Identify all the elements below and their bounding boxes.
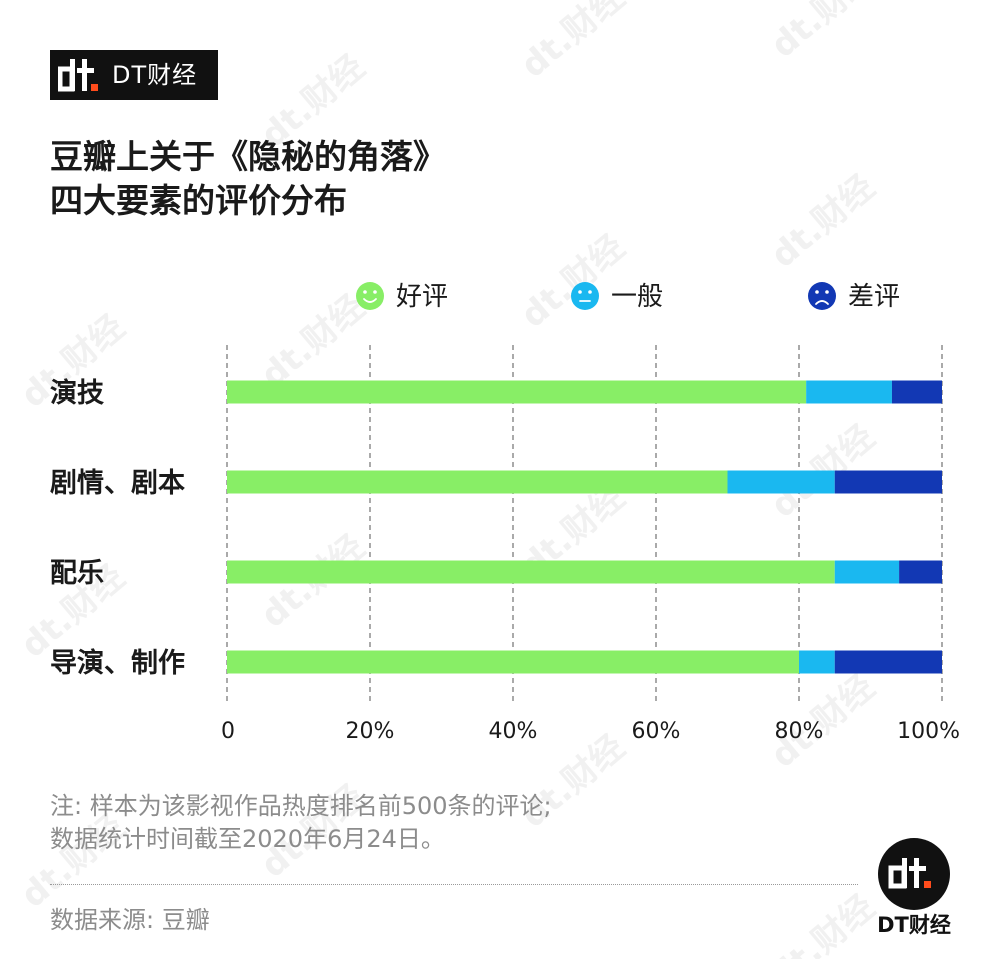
bar-segment [834, 560, 900, 584]
x-tick-label: 100% [897, 719, 960, 744]
category-label: 剧情、剧本 [50, 468, 185, 499]
bar-segment [834, 470, 942, 494]
bar-segment [227, 650, 799, 674]
x-tick-label: 80% [775, 719, 824, 744]
footer-brand-name: DT财经 [877, 913, 951, 937]
face-eye [578, 290, 582, 294]
legend-item: 一般 [571, 282, 663, 312]
bar-segment [227, 560, 835, 584]
bar-segment [891, 380, 942, 404]
x-tick-label: 0 [221, 719, 235, 744]
category-label: 演技 [50, 377, 104, 409]
face-eye [373, 290, 377, 294]
face-eye [363, 290, 367, 294]
legend-swatch [571, 282, 599, 310]
watermark-text: dt.财经 [514, 0, 633, 86]
brand-name: DT财经 [112, 61, 198, 89]
legend-item: 好评 [356, 282, 448, 312]
watermark-text: dt.财经 [764, 167, 883, 276]
x-tick-label: 60% [632, 719, 681, 744]
face-eye [825, 290, 829, 294]
bar-segment [727, 470, 835, 494]
bar-segment [799, 650, 835, 674]
bar-segment [806, 380, 892, 404]
legend-label: 差评 [848, 282, 900, 312]
chart-title: 豆瓣上关于《隐秘的角落》 四大要素的评价分布 [50, 135, 446, 223]
dt-logo-icon [58, 59, 98, 92]
bar-segment [834, 650, 942, 674]
note-line: 注: 样本为该影视作品热度排名前500条的评论; [50, 792, 552, 820]
chart-note: 注: 样本为该影视作品热度排名前500条的评论; 数据统计时间截至2020年6月… [50, 790, 552, 856]
data-source: 数据来源: 豆瓣 [50, 906, 210, 934]
bar-segment [899, 560, 942, 584]
frown-face-icon [808, 282, 836, 310]
chart-title-line: 豆瓣上关于《隐秘的角落》 [50, 137, 446, 176]
chart-title-line: 四大要素的评价分布 [50, 181, 347, 220]
bar-segment [227, 380, 807, 404]
legend-label: 好评 [396, 282, 448, 312]
dt-round-logo-icon [878, 838, 950, 910]
x-tick-label: 40% [489, 719, 538, 744]
brand-logo: DT财经 [50, 50, 218, 100]
footer-divider [50, 884, 858, 885]
legend-swatch [356, 282, 384, 310]
category-label: 配乐 [50, 558, 104, 589]
smile-face-icon [356, 282, 384, 310]
face-mouth [363, 298, 377, 303]
face-mouth [815, 300, 829, 305]
x-tick-label: 20% [346, 719, 395, 744]
bar-segment [227, 470, 728, 494]
legend-swatch [808, 282, 836, 310]
face-eye [588, 290, 592, 294]
category-label: 导演、制作 [50, 647, 185, 679]
neutral-face-icon [571, 282, 599, 310]
face-eye [815, 290, 819, 294]
legend-item: 差评 [808, 282, 900, 312]
watermark-text: dt.财经 [764, 0, 883, 66]
note-line: 数据统计时间截至2020年6月24日。 [50, 825, 445, 853]
legend-label: 一般 [611, 282, 663, 312]
